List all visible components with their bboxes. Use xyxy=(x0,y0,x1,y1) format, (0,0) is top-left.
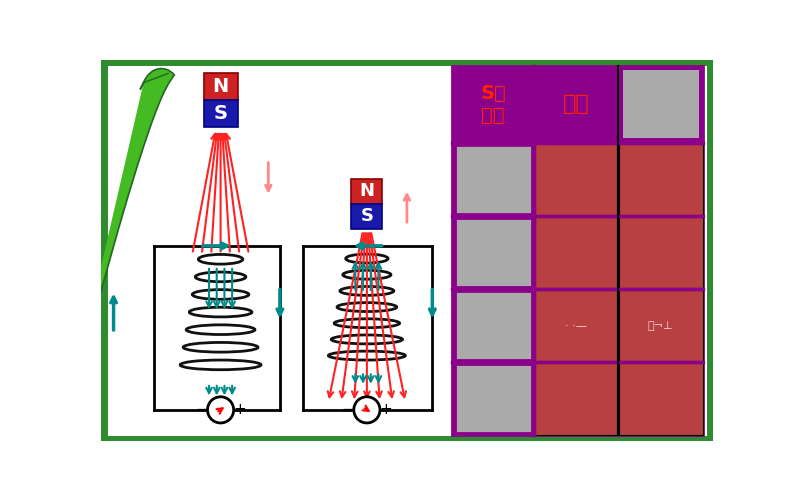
Circle shape xyxy=(207,397,233,423)
Bar xyxy=(455,145,532,213)
Bar xyxy=(619,290,703,362)
FancyBboxPatch shape xyxy=(203,73,237,100)
Text: +: + xyxy=(380,402,392,417)
Bar xyxy=(455,291,532,360)
Bar xyxy=(619,217,703,288)
FancyBboxPatch shape xyxy=(352,204,382,229)
Text: 厂¬⊥: 厂¬⊥ xyxy=(648,320,673,330)
Bar xyxy=(534,143,617,215)
Text: −: − xyxy=(341,402,354,417)
Bar xyxy=(619,363,703,434)
Bar xyxy=(534,363,617,434)
Bar xyxy=(534,217,617,288)
Text: S极
向下: S极 向下 xyxy=(480,84,506,124)
Text: 插入: 插入 xyxy=(563,94,589,114)
FancyBboxPatch shape xyxy=(352,179,382,203)
Text: S: S xyxy=(360,207,373,225)
FancyBboxPatch shape xyxy=(203,100,237,127)
Text: S: S xyxy=(214,104,228,124)
Bar xyxy=(622,70,699,138)
Text: · ·—: · ·— xyxy=(565,320,587,330)
Bar xyxy=(455,218,532,287)
Text: −: − xyxy=(195,402,208,417)
Text: +: + xyxy=(233,402,246,417)
Bar xyxy=(619,143,703,215)
Bar xyxy=(534,290,617,362)
PathPatch shape xyxy=(144,68,175,86)
Circle shape xyxy=(354,397,380,423)
Bar xyxy=(453,65,703,435)
Bar xyxy=(455,365,532,433)
Text: N: N xyxy=(213,77,229,96)
Text: N: N xyxy=(360,182,375,200)
